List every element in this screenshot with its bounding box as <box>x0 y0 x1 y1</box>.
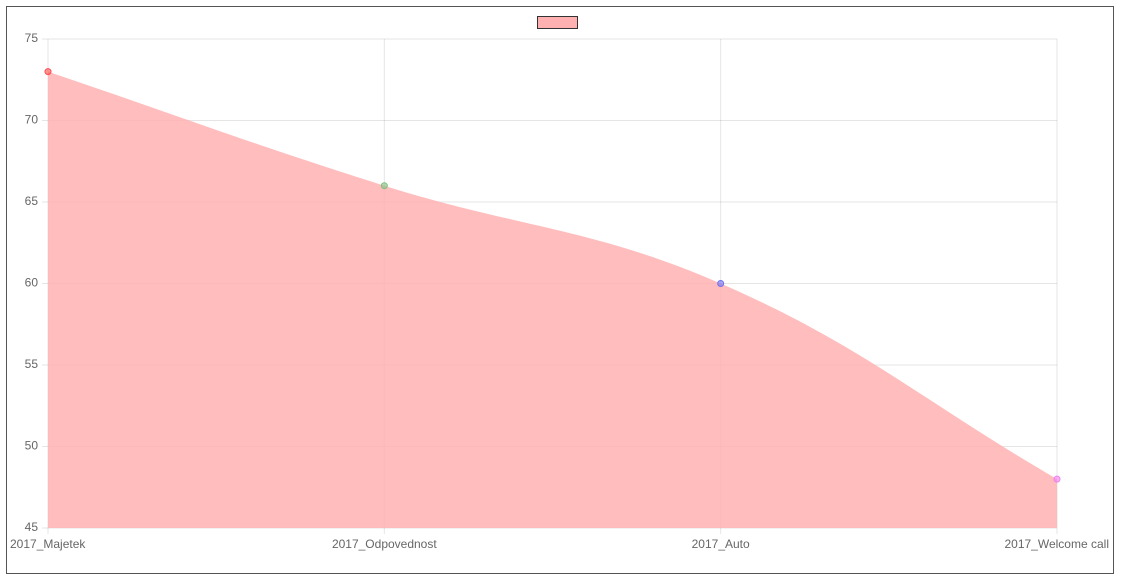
y-tick-label: 65 <box>25 194 39 208</box>
x-tick-label: 2017_Majetek <box>10 537 86 551</box>
point <box>1053 475 1061 483</box>
y-tick-label: 45 <box>25 520 39 534</box>
y-tick-label: 55 <box>25 357 39 371</box>
area <box>48 71 1057 528</box>
point <box>380 182 388 190</box>
y-tick-label: 75 <box>25 31 39 45</box>
y-tick-label: 70 <box>25 113 39 127</box>
x-tick-label: 2017_Odpovednost <box>332 537 437 551</box>
x-tick-label: 2017_Auto <box>692 537 750 551</box>
y-tick-label: 50 <box>25 439 39 453</box>
point <box>717 280 725 287</box>
y-tick-label: 60 <box>25 276 39 290</box>
x-tick-label: 2017_Welcome call <box>1004 537 1109 551</box>
legend-swatch <box>537 16 578 29</box>
point <box>44 68 52 76</box>
